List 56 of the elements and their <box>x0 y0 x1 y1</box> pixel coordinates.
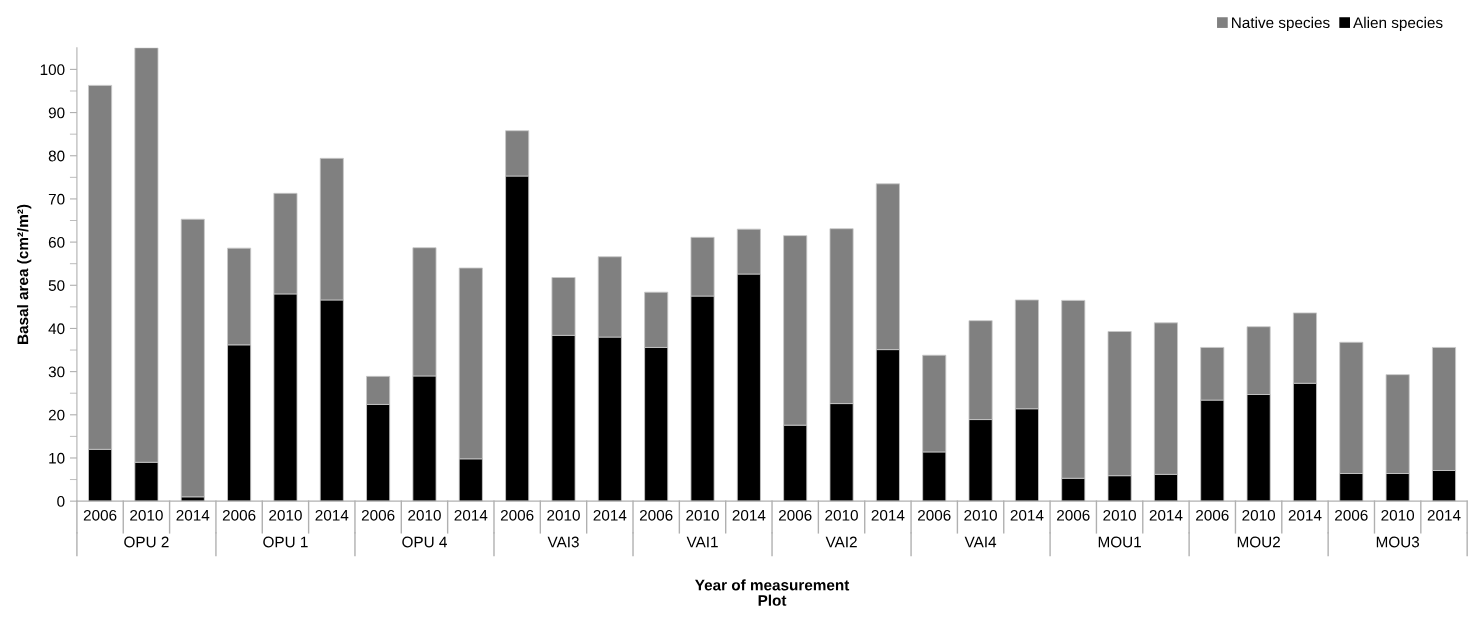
x-tick-label: 2010 <box>130 509 163 521</box>
y-tick-label: 100 <box>40 64 65 76</box>
legend-label: Native species <box>1232 16 1330 32</box>
y-tick-label: 50 <box>48 280 65 291</box>
x-axis-title: Year of measurement Plot <box>695 579 850 606</box>
y-tick-label: 80 <box>48 150 65 162</box>
y-tick-label: 10 <box>49 452 65 464</box>
bar <box>180 218 205 498</box>
y-tick-label: 40 <box>48 323 65 335</box>
x-tick-label: 2010 <box>408 509 441 521</box>
x-tick-label: 2014 <box>1288 509 1322 521</box>
x-tick-label: 2014 <box>315 509 349 521</box>
text: MOU2 <box>1237 536 1280 548</box>
x-tick-label: 2010 <box>547 509 580 521</box>
y-tick-label: 0 <box>57 496 65 507</box>
x-tick-label: 2006 <box>918 509 951 521</box>
text: OPU 2 <box>124 536 169 548</box>
text: VAI1 <box>686 536 718 548</box>
x-tick-label: 2014 <box>454 509 488 521</box>
x-tick-label: 2006 <box>361 509 395 521</box>
text: VAI4 <box>964 536 997 548</box>
x-tick-label: 2006 <box>222 509 256 521</box>
text: OPU 4 <box>402 536 447 548</box>
x-tick-label: 2010 <box>1242 509 1276 521</box>
x-tick-label: 2010 <box>269 509 302 521</box>
x-tick-label: 2010 <box>686 509 719 521</box>
x-tick-label: 2006 <box>778 509 812 521</box>
x-tick-label: 2006 <box>1057 509 1090 521</box>
text: MOU1 <box>1098 536 1141 548</box>
x-tick-label: 2014 <box>593 509 627 521</box>
x-tick-label: 2006 <box>1196 509 1229 521</box>
x-tick-label: 2014 <box>1427 509 1461 521</box>
y-tick-label: 90 <box>48 107 65 119</box>
x-tick-label: 2010 <box>964 509 997 521</box>
y-axis-title: Basal area (cm²/m²) <box>17 204 32 344</box>
y-tick-label: 30 <box>48 366 65 378</box>
text: VAI3 <box>547 536 579 548</box>
x-tick-label: 2014 <box>732 509 766 521</box>
x-tick-label: 2006 <box>500 509 534 521</box>
x-tick-label: 2010 <box>825 509 858 521</box>
x-tick-label: 2010 <box>1103 509 1136 521</box>
x-tick-label: 2014 <box>871 509 905 521</box>
y-tick-label: 20 <box>48 409 65 421</box>
x-tick-label: 2014 <box>1149 509 1183 521</box>
y-tick-label: 70 <box>48 193 65 205</box>
x-tick-label: 2010 <box>1381 509 1415 521</box>
text: OPU 1 <box>263 536 308 548</box>
text: VAI2 <box>825 536 857 548</box>
x-tick-label: 2014 <box>176 509 210 521</box>
x-tick-label: 2006 <box>83 509 117 521</box>
text: MOU3 <box>1376 536 1420 548</box>
x-tick-label: 2006 <box>1335 509 1368 521</box>
y-tick-label: 60 <box>48 236 65 248</box>
x-tick-label: 2006 <box>639 509 673 521</box>
legend-label: Alien species <box>1353 16 1443 32</box>
x-tick-label: 2014 <box>1010 509 1044 521</box>
